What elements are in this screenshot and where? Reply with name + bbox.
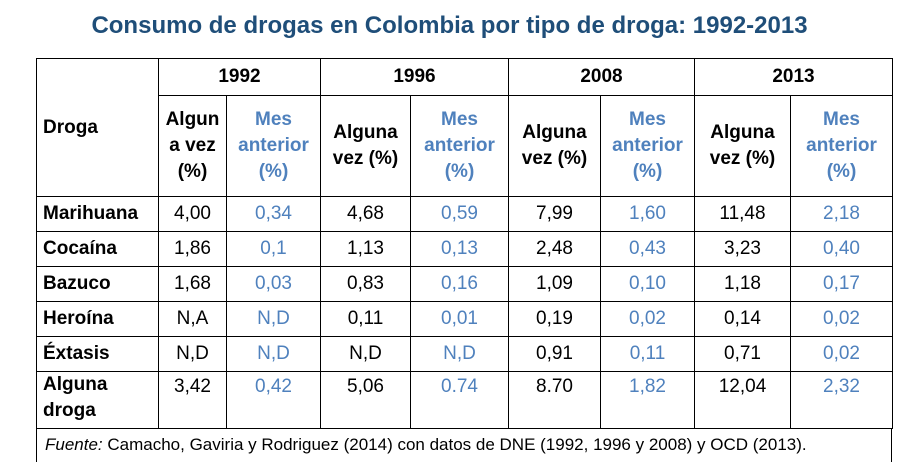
- source-text: Camacho, Gaviria y Rodriguez (2014) con …: [102, 435, 807, 454]
- value-cell: 1,68: [158, 266, 227, 302]
- table-row: Éxtasis N,D N,D N,D N,D 0,91 0,11 0,71 0…: [36, 336, 893, 372]
- value-cell: 0.74: [410, 371, 509, 429]
- value-cell: 0,16: [410, 266, 509, 302]
- value-cell: 0,19: [508, 301, 601, 337]
- value-cell: 4,00: [158, 196, 227, 232]
- value-cell: 0,10: [600, 266, 695, 302]
- subheader-mes-anterior: Mes anterior (%): [226, 95, 321, 197]
- value-cell: 0,11: [320, 301, 411, 337]
- drug-consumption-table: Droga 1992 1996 2008 2013 Algun a vez (%…: [36, 58, 893, 429]
- value-cell: 0,17: [790, 266, 893, 302]
- value-cell: N,A: [158, 301, 227, 337]
- year-header: 2008: [508, 58, 695, 96]
- subheader-alguna-vez: Algun a vez (%): [158, 95, 227, 197]
- value-cell: 1,82: [600, 371, 695, 429]
- value-cell: 7,99: [508, 196, 601, 232]
- value-cell: N,D: [226, 336, 321, 372]
- year-header: 2013: [694, 58, 893, 96]
- table-row: Cocaína 1,86 0,1 1,13 0,13 2,48 0,43 3,2…: [36, 231, 893, 267]
- drug-label: Éxtasis: [36, 336, 159, 372]
- table-row: Alguna droga 3,42 0,42 5,06 0.74 8.70 1,…: [36, 371, 893, 429]
- subheader-mes-anterior: Mes anterior (%): [410, 95, 509, 197]
- value-cell: N,D: [410, 336, 509, 372]
- value-cell: 0,01: [410, 301, 509, 337]
- value-cell: 1,18: [694, 266, 791, 302]
- value-cell: 5,06: [320, 371, 411, 429]
- page-title: Consumo de drogas en Colombia por tipo d…: [91, 12, 808, 39]
- subheader-alguna-vez: Alguna vez (%): [320, 95, 411, 197]
- value-cell: N,D: [226, 301, 321, 337]
- value-cell: N,D: [158, 336, 227, 372]
- value-cell: 0,02: [600, 301, 695, 337]
- value-cell: 0,43: [600, 231, 695, 267]
- value-cell: 0,42: [226, 371, 321, 429]
- value-cell: 0,14: [694, 301, 791, 337]
- value-cell: 1,09: [508, 266, 601, 302]
- table-row: Heroína N,A N,D 0,11 0,01 0,19 0,02 0,14…: [36, 301, 893, 337]
- value-cell: 1,60: [600, 196, 695, 232]
- table-row: Marihuana 4,00 0,34 4,68 0,59 7,99 1,60 …: [36, 196, 893, 232]
- value-cell: 0,02: [790, 301, 893, 337]
- value-cell: 0,02: [790, 336, 893, 372]
- value-cell: 0,03: [226, 266, 321, 302]
- subheader-alguna-vez: Alguna vez (%): [508, 95, 601, 197]
- value-cell: 2,32: [790, 371, 893, 429]
- drug-label: Alguna droga: [36, 371, 159, 429]
- value-cell: 0,83: [320, 266, 411, 302]
- table-row: Bazuco 1,68 0,03 0,83 0,16 1,09 0,10 1,1…: [36, 266, 893, 302]
- value-cell: 0,1: [226, 231, 321, 267]
- value-cell: 0,34: [226, 196, 321, 232]
- value-cell: 11,48: [694, 196, 791, 232]
- value-cell: 1,13: [320, 231, 411, 267]
- value-cell: 0,91: [508, 336, 601, 372]
- value-cell: N,D: [320, 336, 411, 372]
- subheader-alguna-vez: Alguna vez (%): [694, 95, 791, 197]
- source-prefix: Fuente:: [45, 435, 103, 454]
- value-cell: 0,11: [600, 336, 695, 372]
- value-cell: 3,23: [694, 231, 791, 267]
- value-cell: 12,04: [694, 371, 791, 429]
- value-cell: 2,18: [790, 196, 893, 232]
- year-header: 1996: [320, 58, 509, 96]
- value-cell: 0,13: [410, 231, 509, 267]
- value-cell: 3,42: [158, 371, 227, 429]
- value-cell: 0,71: [694, 336, 791, 372]
- drug-label: Heroína: [36, 301, 159, 337]
- row-header-droga: Droga: [36, 58, 159, 197]
- value-cell: 0,40: [790, 231, 893, 267]
- drug-label: Marihuana: [36, 196, 159, 232]
- subheader-mes-anterior: Mes anterior (%): [600, 95, 695, 197]
- subheader-mes-anterior: Mes anterior (%): [790, 95, 893, 197]
- value-cell: 2,48: [508, 231, 601, 267]
- value-cell: 0,59: [410, 196, 509, 232]
- value-cell: 4,68: [320, 196, 411, 232]
- year-header: 1992: [158, 58, 321, 96]
- source-note: Fuente: Camacho, Gaviria y Rodriguez (20…: [36, 428, 892, 462]
- drug-label: Cocaína: [36, 231, 159, 267]
- drug-label: Bazuco: [36, 266, 159, 302]
- value-cell: 8.70: [508, 371, 601, 429]
- value-cell: 1,86: [158, 231, 227, 267]
